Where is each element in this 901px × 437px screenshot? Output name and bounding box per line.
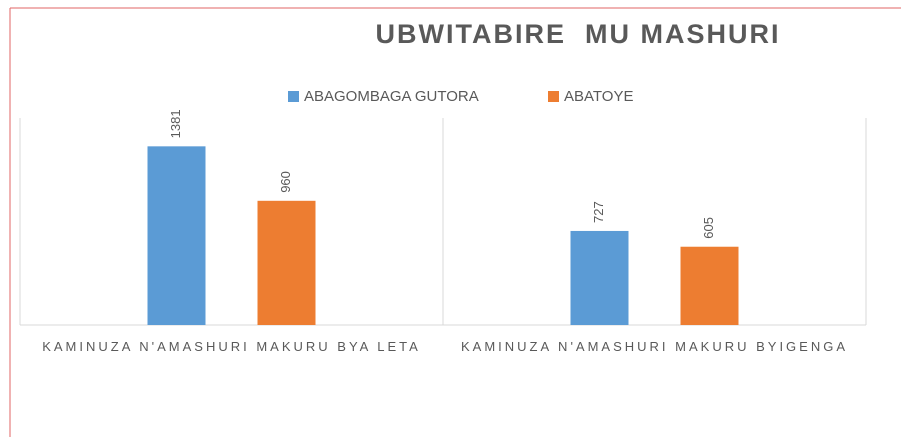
x-tick-label: KAMINUZA N'AMASHURI MAKURU BYIGENGA: [460, 339, 849, 354]
legend-label: ABATOYE: [564, 88, 633, 105]
value-label: 1381: [168, 109, 183, 138]
chart-title: UBWITABIRE MU MASHURI: [376, 19, 781, 49]
legend-label: ABAGOMBAGA GUTORA: [304, 88, 479, 105]
legend-swatch: [288, 91, 299, 102]
bar: [570, 230, 629, 325]
legend-swatch: [548, 91, 559, 102]
value-label: 605: [701, 217, 716, 239]
value-label: 727: [591, 201, 606, 223]
bar: [147, 146, 206, 325]
bar: [680, 246, 739, 325]
value-label: 960: [278, 171, 293, 193]
bar: [257, 200, 316, 325]
x-tick-label: KAMINUZA N'AMASHURI MAKURU BYA LETA: [42, 339, 421, 354]
